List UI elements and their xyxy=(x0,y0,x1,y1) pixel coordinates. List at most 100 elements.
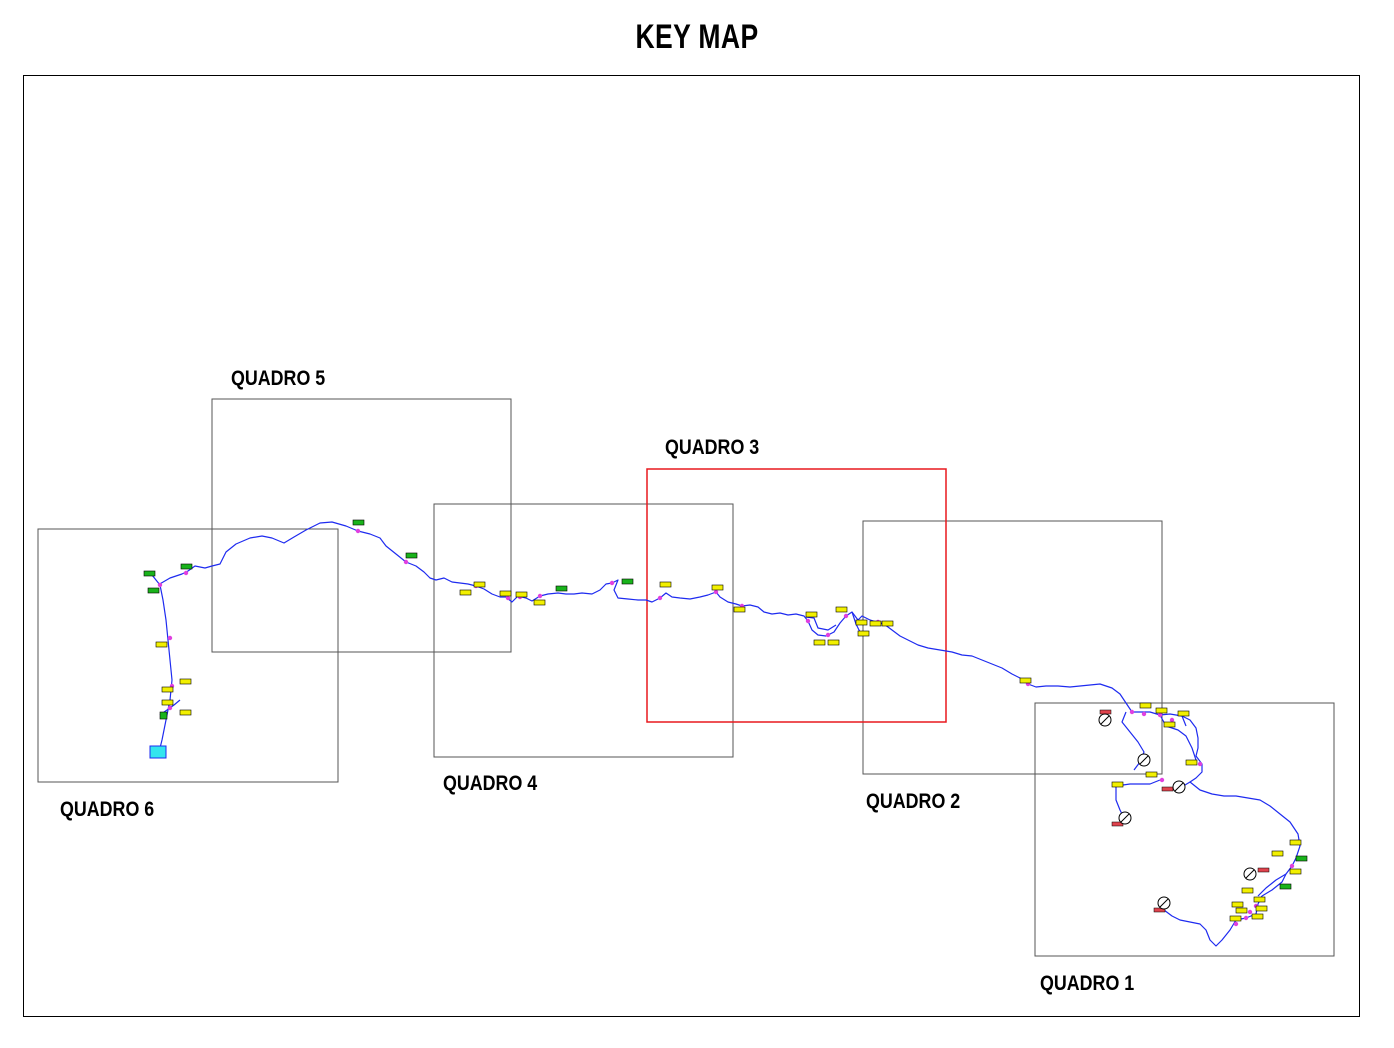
tag-yellow xyxy=(733,606,746,613)
tag-yellow xyxy=(1271,850,1284,857)
tag-yellow xyxy=(1241,887,1254,894)
tag-yellow xyxy=(1185,759,1198,766)
tag-yellow xyxy=(1019,677,1032,684)
route-node xyxy=(183,570,189,576)
valve-icon xyxy=(1243,867,1257,881)
tag-yellow xyxy=(533,599,546,606)
valve-icon xyxy=(1098,713,1112,727)
tag-green xyxy=(621,578,634,585)
tag-yellow xyxy=(1177,710,1190,717)
quadro-3-box[interactable] xyxy=(646,468,947,723)
route-node xyxy=(1169,717,1175,723)
route-node xyxy=(713,589,719,595)
tag-green xyxy=(1295,855,1308,862)
branch-i xyxy=(159,699,181,716)
route-node xyxy=(1233,921,1239,927)
branch-h xyxy=(1257,873,1287,897)
tag-yellow xyxy=(827,639,840,646)
valve-icon xyxy=(1157,896,1171,910)
route-lines xyxy=(151,521,1301,947)
quadro-4-box[interactable] xyxy=(433,503,734,758)
route-node xyxy=(1129,709,1135,715)
route-node xyxy=(1289,863,1295,869)
tag-yellow xyxy=(155,641,168,648)
tag-yellow xyxy=(1145,771,1158,778)
tag-yellow xyxy=(1289,868,1302,875)
route-node xyxy=(1159,777,1165,783)
route-node xyxy=(537,593,543,599)
route-node xyxy=(505,595,511,601)
tag-yellow xyxy=(1231,901,1244,908)
tag-yellow xyxy=(179,678,192,685)
tag-yellow xyxy=(1163,721,1176,728)
tag-green xyxy=(555,585,568,592)
tag-yellow xyxy=(855,619,868,626)
tag-red xyxy=(1153,907,1166,913)
tag-yellow xyxy=(1289,839,1302,846)
quadro-6-box[interactable] xyxy=(37,528,339,783)
route-node xyxy=(1141,711,1147,717)
branch-f xyxy=(805,616,837,631)
tag-red xyxy=(1099,709,1112,715)
route-node xyxy=(1247,909,1253,915)
route-node xyxy=(355,528,361,534)
map-frame xyxy=(23,75,1360,1017)
quadro-2-box[interactable] xyxy=(862,520,1163,775)
tag-yellow xyxy=(881,620,894,627)
tag-green xyxy=(180,563,193,570)
tag-yellow xyxy=(1155,707,1168,714)
tag-yellow xyxy=(711,584,724,591)
quadro-4-label[interactable]: QUADRO 4 xyxy=(443,772,538,795)
tag-yellow xyxy=(857,630,870,637)
tag-yellow xyxy=(1251,913,1264,920)
tag-yellow xyxy=(499,590,512,597)
tag-yellow xyxy=(1111,781,1124,788)
tag-yellow xyxy=(473,581,486,588)
tag-red xyxy=(1161,786,1174,792)
quadro-1-box[interactable] xyxy=(1034,702,1335,957)
valve-icon xyxy=(1118,811,1132,825)
route-node xyxy=(609,580,615,586)
tag-yellow xyxy=(515,591,528,598)
quadro-5-box[interactable] xyxy=(211,398,512,653)
quadro-6-label[interactable]: QUADRO 6 xyxy=(60,798,155,821)
quadro-5-label[interactable]: QUADRO 5 xyxy=(231,367,326,390)
tag-yellow xyxy=(835,606,848,613)
valve-icon xyxy=(1137,753,1151,767)
route-node xyxy=(403,559,409,565)
tag-yellow xyxy=(659,581,672,588)
valve-icon xyxy=(1172,780,1186,794)
valve-symbols[interactable] xyxy=(1098,713,1257,910)
tag-yellow xyxy=(179,709,192,716)
yellow-tags[interactable] xyxy=(155,581,1302,922)
tag-yellow xyxy=(869,620,882,627)
tag-yellow xyxy=(1253,896,1266,903)
quadro-3-label[interactable]: QUADRO 3 xyxy=(665,436,760,459)
tag-green xyxy=(159,711,168,720)
tag-yellow xyxy=(805,611,818,618)
tag-red xyxy=(1257,867,1270,873)
branch-c xyxy=(1181,715,1187,727)
route-node xyxy=(1197,761,1203,767)
route-node xyxy=(657,595,663,601)
route-node xyxy=(1157,712,1163,718)
route-node xyxy=(805,618,811,624)
tag-green xyxy=(143,570,156,577)
main-route xyxy=(151,521,1301,947)
route-node xyxy=(157,582,163,588)
route-node xyxy=(167,705,173,711)
tag-green xyxy=(147,587,160,594)
quadro-2-label[interactable]: QUADRO 2 xyxy=(866,790,961,813)
tag-yellow xyxy=(161,686,174,693)
route-nodes xyxy=(157,528,1301,927)
quadro-1-label[interactable]: QUADRO 1 xyxy=(1040,972,1135,995)
tank-icon[interactable] xyxy=(149,745,167,759)
red-tags[interactable] xyxy=(1099,709,1270,913)
green-tags[interactable] xyxy=(143,519,1308,890)
tag-green xyxy=(1279,883,1292,890)
tag-yellow xyxy=(1139,702,1152,709)
tag-green xyxy=(405,552,418,559)
map-title: KEY MAP xyxy=(635,18,759,56)
tag-yellow xyxy=(1229,915,1242,922)
